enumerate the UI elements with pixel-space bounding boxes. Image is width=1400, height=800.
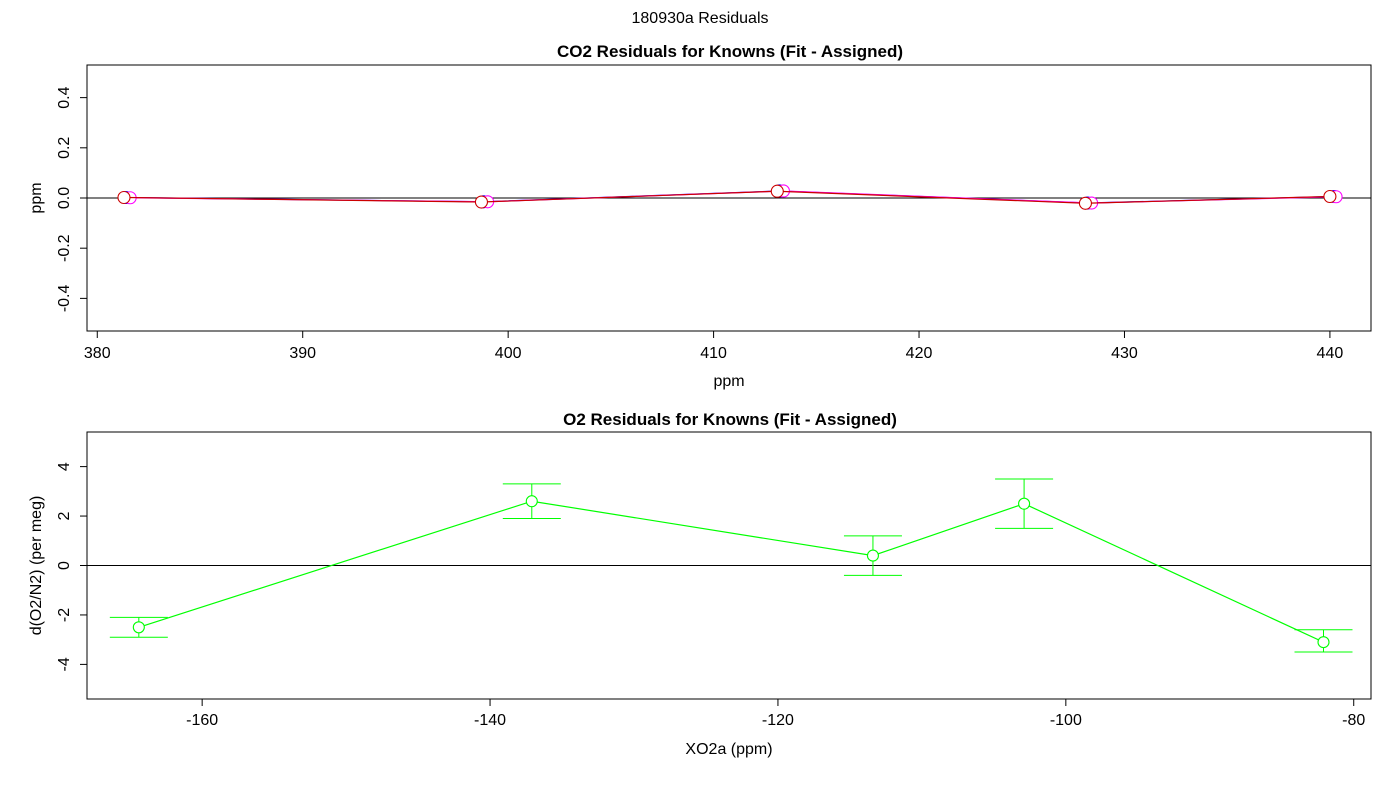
y-tick-label: 0.0 bbox=[56, 187, 73, 209]
data-point bbox=[525, 495, 538, 508]
series-1 bbox=[119, 184, 1341, 210]
data-point bbox=[1323, 189, 1337, 204]
x-tick-label: 380 bbox=[84, 345, 111, 362]
y-tick-label: -2 bbox=[56, 608, 73, 622]
data-point bbox=[1317, 636, 1330, 649]
y-tick-label: -0.2 bbox=[56, 234, 73, 262]
data-point bbox=[770, 184, 784, 198]
y-tick-label: 0.4 bbox=[56, 86, 73, 108]
y-axis-label: ppm bbox=[28, 182, 45, 213]
chart-title: O2 Residuals for Knowns (Fit - Assigned) bbox=[563, 410, 897, 429]
y-tick-label: -4 bbox=[56, 657, 73, 671]
x-tick-label: -120 bbox=[762, 712, 794, 729]
y-tick-label: -0.4 bbox=[56, 284, 73, 312]
data-point bbox=[1078, 196, 1092, 210]
page-title: 180930a Residuals bbox=[631, 10, 769, 27]
y-tick-label: 2 bbox=[56, 512, 73, 521]
series-2 bbox=[123, 184, 1343, 210]
data-point bbox=[1018, 497, 1031, 510]
x-axis-label: ppm bbox=[713, 373, 744, 390]
x-tick-label: 430 bbox=[1111, 345, 1138, 362]
x-tick-label: -80 bbox=[1342, 712, 1365, 729]
x-axis-label: XO2a (ppm) bbox=[685, 741, 772, 758]
series-line bbox=[123, 190, 1330, 204]
data-point bbox=[132, 621, 145, 634]
series-1 bbox=[109, 478, 1353, 653]
panel-1: CO2 Residuals for Knowns (Fit - Assigned… bbox=[28, 42, 1372, 390]
x-tick-label: -160 bbox=[186, 712, 218, 729]
x-tick-label: 410 bbox=[700, 345, 727, 362]
x-tick-label: -100 bbox=[1050, 712, 1082, 729]
data-point bbox=[474, 195, 488, 209]
x-tick-label: -140 bbox=[474, 712, 506, 729]
y-tick-label: 0.2 bbox=[56, 137, 73, 159]
x-tick-label: 440 bbox=[1317, 345, 1344, 362]
series-line bbox=[138, 500, 1324, 643]
x-tick-label: 420 bbox=[906, 345, 933, 362]
data-point bbox=[866, 549, 879, 562]
y-tick-label: 0 bbox=[56, 561, 73, 570]
panel-2: O2 Residuals for Knowns (Fit - Assigned)… bbox=[28, 410, 1372, 758]
x-tick-label: 400 bbox=[495, 345, 522, 362]
data-point bbox=[117, 190, 131, 205]
y-axis-label: d(O2/N2) (per meg) bbox=[28, 496, 45, 636]
y-tick-label: 4 bbox=[56, 462, 73, 471]
chart-title: CO2 Residuals for Knowns (Fit - Assigned… bbox=[557, 42, 903, 61]
series-3 bbox=[117, 184, 1337, 210]
x-tick-label: 390 bbox=[289, 345, 316, 362]
